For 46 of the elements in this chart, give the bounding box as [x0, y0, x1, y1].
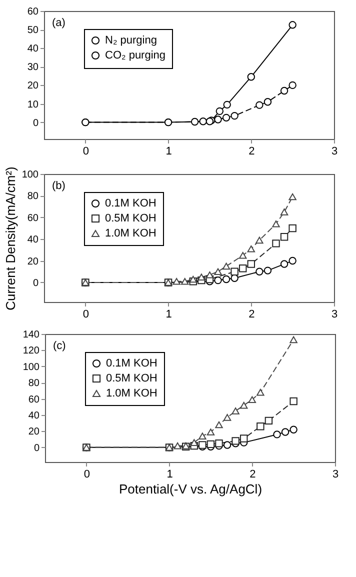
annotation: (c): [53, 340, 66, 352]
y-tick-label: 50: [27, 25, 39, 36]
y-tick-label: 20: [28, 426, 40, 438]
legend-label: 0.1M KOH: [105, 198, 156, 210]
legend-label: 1.0M KOH: [106, 388, 158, 400]
y-tick-label: 60: [28, 394, 40, 406]
y-tick-label: 20: [27, 80, 39, 92]
x-tick-label: 3: [332, 468, 339, 480]
x-tick-label: 3: [331, 146, 338, 158]
y-tick-label: 40: [27, 44, 39, 55]
y-tick-label: 0: [34, 442, 40, 454]
y-tick-label: 10: [27, 99, 39, 110]
y-tick-label: 0: [32, 118, 39, 129]
y-tick-label: 0: [32, 278, 39, 289]
y-tick-label: 100: [22, 362, 40, 373]
x-tick-label: 1: [166, 308, 172, 320]
legend-label: 0.5M KOH: [106, 372, 158, 384]
y-tick-label: 20: [27, 256, 39, 268]
x-axis-title: Potential(-V vs. Ag/AgCl): [118, 482, 262, 496]
x-tick-label: 1: [166, 468, 173, 480]
x-tick-label: 0: [82, 308, 89, 320]
y-tick-label: 60: [27, 6, 39, 18]
x-tick-label: 1: [166, 146, 172, 158]
x-tick-label: 2: [248, 146, 255, 158]
y-tick-label: 40: [27, 234, 39, 246]
y-tick-label: 40: [28, 410, 40, 422]
y-tick-label: 30: [27, 62, 39, 74]
x-tick-label: 2: [248, 308, 255, 320]
legend-label: 0.1M KOH: [106, 358, 158, 370]
y-tick-label: 100: [22, 170, 39, 180]
x-tick-label: 3: [331, 308, 338, 320]
legend-label: 0.5M KOH: [105, 212, 156, 224]
annotation: (a): [52, 17, 66, 29]
legend-label: CO₂ purging: [105, 50, 166, 62]
x-tick-label: 2: [250, 468, 256, 480]
legend-label: 1.0M KOH: [105, 228, 156, 240]
y-tick-label: 80: [28, 378, 40, 390]
x-tick-label: 0: [84, 468, 90, 480]
y-tick-label: 60: [27, 212, 39, 224]
y-tick-label: 140: [22, 330, 40, 340]
y-tick-label: 120: [22, 346, 40, 357]
x-tick-label: 0: [82, 146, 89, 158]
legend-label: N₂ purging: [105, 34, 157, 46]
annotation: (b): [52, 180, 66, 192]
y-tick-label: 80: [27, 191, 39, 202]
y-axis-title: Current Density(mA/cm²): [2, 166, 18, 310]
